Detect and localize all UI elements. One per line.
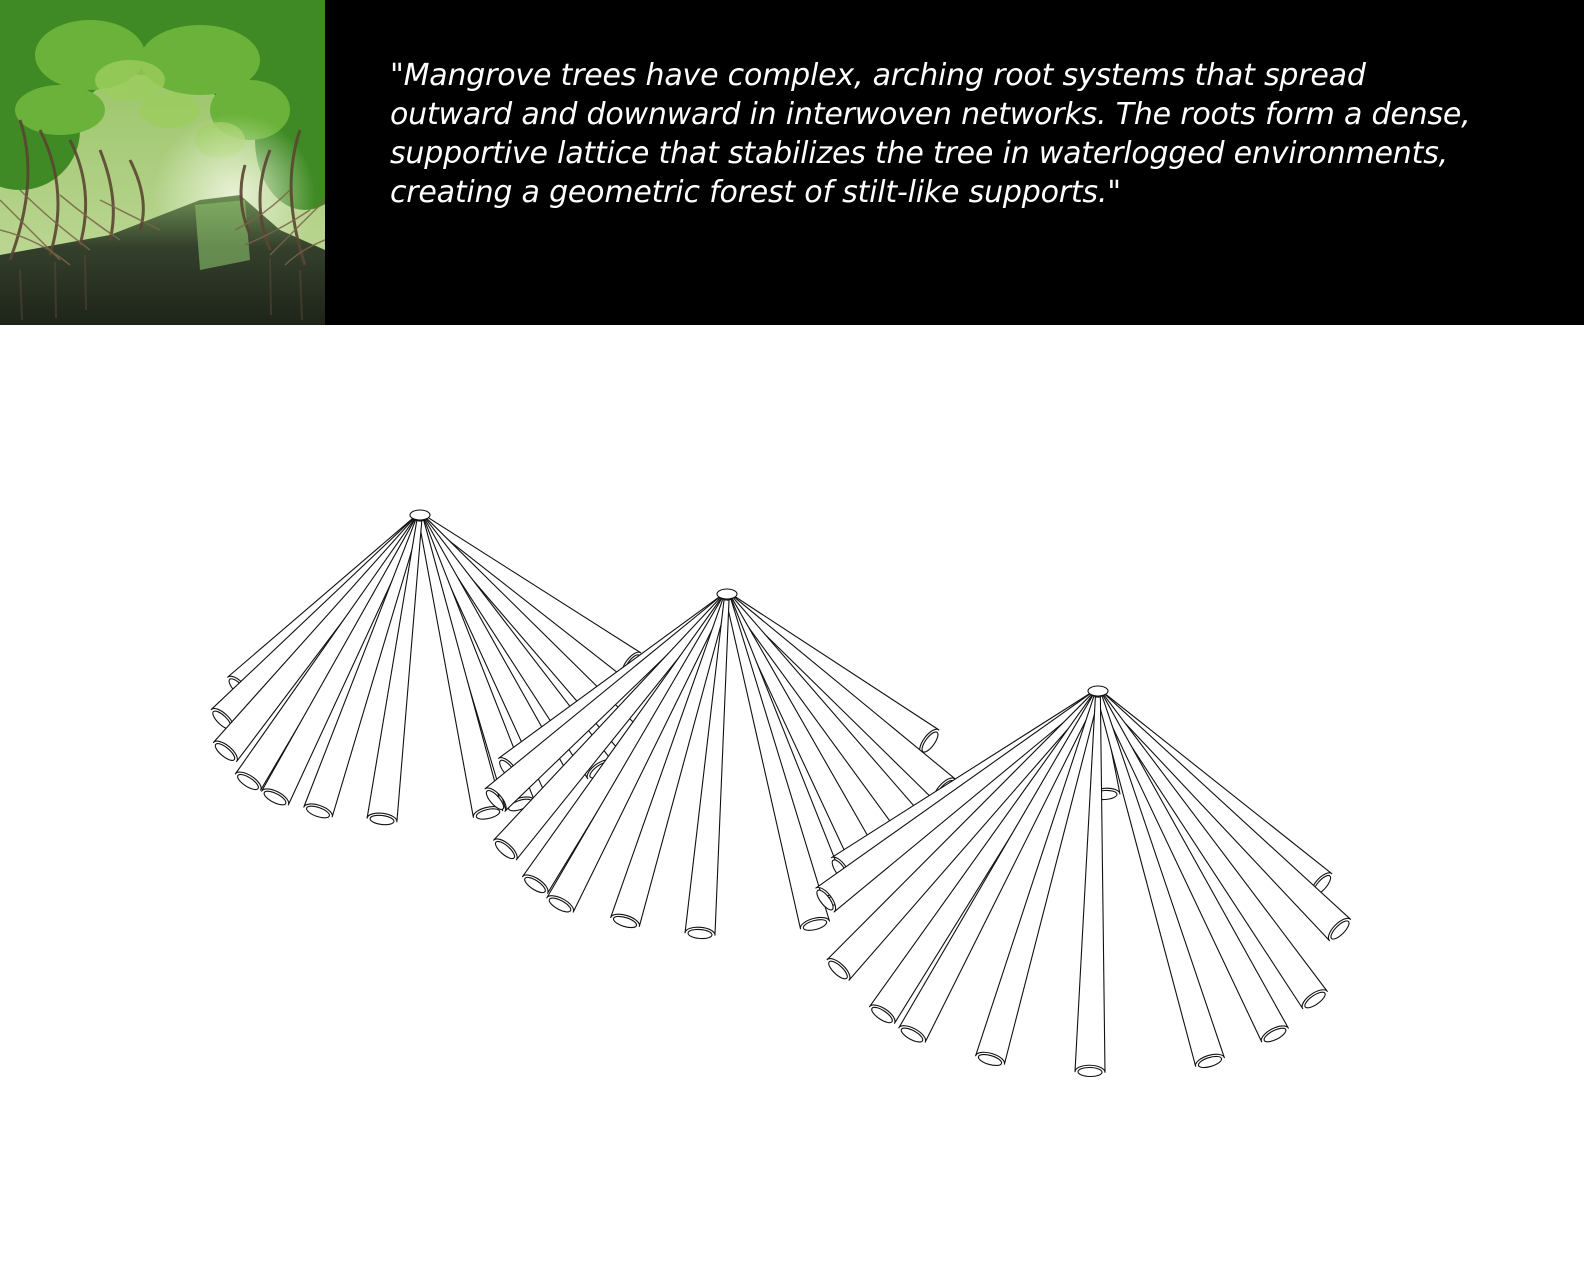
root-tube <box>898 694 1098 1043</box>
root-tube <box>1074 696 1106 1073</box>
root-tip <box>524 876 546 894</box>
root-tip <box>1197 1055 1223 1069</box>
root-tip <box>1077 1066 1103 1078</box>
root-tip <box>263 790 287 806</box>
root-tip <box>369 814 395 826</box>
root-structure-drawing <box>0 325 1584 1265</box>
root-tip <box>871 1006 893 1024</box>
root-tube <box>484 595 725 812</box>
apex-cap <box>1087 685 1109 697</box>
root-tip <box>612 915 638 929</box>
root-tube <box>366 520 423 823</box>
root-cluster-3 <box>815 685 1352 1078</box>
root-tip <box>475 808 501 820</box>
root-tip <box>548 897 572 913</box>
root-tip <box>828 960 848 980</box>
root-tube <box>418 519 504 818</box>
mangrove-quote: "Mangrove trees have complex, arching ro… <box>390 58 1471 210</box>
root-tip <box>214 743 236 761</box>
root-tube <box>975 695 1100 1065</box>
apex-cap <box>716 588 738 600</box>
quote-banner: "Mangrove trees have complex, arching ro… <box>0 0 1584 325</box>
root-tip <box>1263 1027 1287 1043</box>
root-tip <box>1330 920 1350 940</box>
mangrove-photo-illustration <box>0 0 325 325</box>
root-tube <box>1097 694 1289 1043</box>
root-tip <box>687 928 713 940</box>
root-tip <box>900 1027 924 1043</box>
root-tube <box>815 692 1096 913</box>
root-tube <box>521 597 727 894</box>
root-tip <box>802 919 828 931</box>
root-tube <box>234 518 420 791</box>
root-tip <box>816 889 834 911</box>
mangrove-photo <box>0 0 325 325</box>
root-cluster-2 <box>484 588 956 940</box>
root-tube <box>1098 693 1328 1010</box>
apex-cap <box>409 509 431 521</box>
root-tip <box>977 1053 1003 1067</box>
root-tube <box>725 598 831 930</box>
root-tube <box>684 599 730 936</box>
root-tube <box>868 694 1098 1024</box>
root-tube <box>493 596 726 861</box>
root-tip <box>494 840 516 860</box>
root-tip <box>921 731 939 753</box>
root-tip <box>1304 991 1326 1009</box>
root-tube <box>826 693 1097 981</box>
root-tube <box>303 519 421 818</box>
root-tip <box>306 805 330 819</box>
root-tube <box>546 597 727 913</box>
root-tube <box>610 598 729 928</box>
root-tube <box>212 517 419 763</box>
root-tube <box>1099 692 1352 942</box>
root-tip <box>237 773 259 791</box>
root-tip <box>485 789 505 811</box>
root-tube <box>261 518 421 806</box>
root-tube <box>1096 695 1225 1067</box>
root-structure-svg <box>210 509 1352 1078</box>
